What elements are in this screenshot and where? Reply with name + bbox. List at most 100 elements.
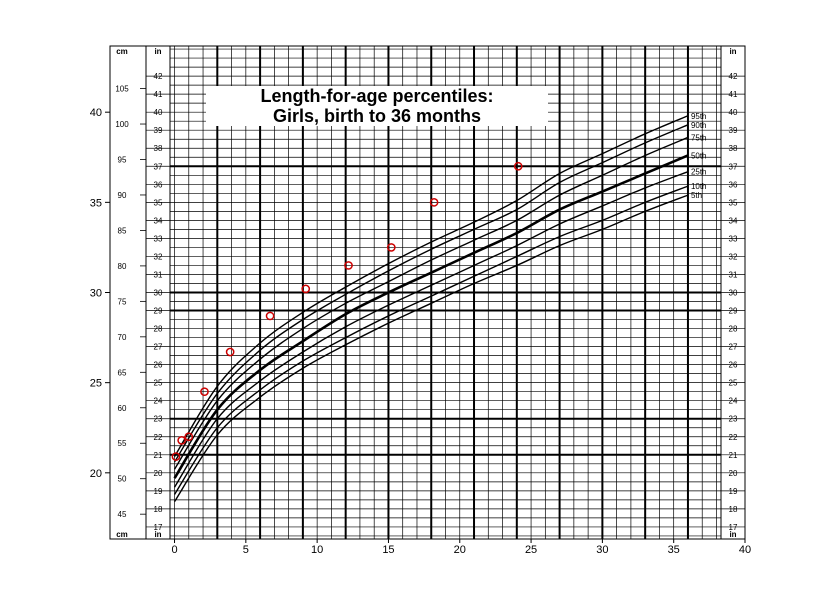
inch-tick-label-left: 19 — [154, 487, 163, 496]
measurement-point — [184, 432, 194, 442]
inch-tick-label-left: 37 — [154, 162, 163, 171]
measurement-point — [301, 284, 311, 294]
bold-gridlines — [146, 46, 745, 539]
inch-tick-label-left: 21 — [154, 451, 163, 460]
measurement-point — [200, 387, 209, 397]
inch-tick-label-left: 34 — [154, 216, 163, 225]
measurement-point — [177, 436, 187, 445]
percentile-curve-50th — [173, 154, 689, 479]
inch-tick-label-right: 34 — [729, 216, 738, 225]
inch-tick-label-right: 40 — [729, 108, 738, 117]
percentile-label-50th: 50th — [691, 151, 707, 160]
inch-tick-label-right: 31 — [729, 270, 738, 279]
inch-tick-label-right: 21 — [729, 451, 738, 460]
outer-left-tick-label: 30 — [90, 288, 102, 300]
cm-tick-label: 60 — [118, 404, 127, 413]
cm-tick-label: 80 — [118, 262, 127, 271]
inch-tick-label-right: 39 — [729, 126, 738, 135]
in-unit-label-top-left: in — [154, 47, 161, 56]
outer-left-tick-label: 25 — [90, 378, 102, 390]
outer-left-tick-label: 40 — [90, 107, 102, 119]
inch-tick-label-left: 36 — [154, 180, 163, 189]
cm-tick-label: 70 — [118, 333, 127, 342]
cm-tick-label: 90 — [118, 191, 127, 200]
inch-tick-label-right: 18 — [729, 505, 738, 514]
percentile-label-10th: 10th — [691, 182, 707, 191]
percentile-label-5th: 5th — [691, 191, 702, 200]
percentile-label-75th: 75th — [691, 133, 707, 142]
percentile-curve-10th — [173, 185, 689, 495]
percentile-label-90th: 90th — [691, 121, 707, 130]
measurement-point — [429, 197, 439, 207]
measurement-points — [171, 161, 523, 461]
measurement-point — [171, 452, 181, 461]
chart-title-box: Length-for-age percentiles: Girls, birth… — [206, 86, 548, 126]
measurement-point — [225, 347, 235, 357]
in-unit-label-bottom-right: in — [729, 530, 736, 539]
chart-subtitle: Girls, birth to 36 months — [272, 106, 482, 126]
outer-left-tick-label: 35 — [90, 197, 102, 209]
measurement-point — [386, 243, 396, 252]
cm-unit-label-bottom: cm — [116, 530, 128, 539]
inch-tick-label-left: 22 — [154, 433, 163, 442]
inch-tick-label-left: 30 — [154, 289, 163, 298]
cm-tick-label: 85 — [118, 226, 127, 235]
percentile-curve-25th — [173, 171, 689, 488]
x-tick-label: 15 — [382, 544, 394, 556]
inch-tick-label-left: 38 — [154, 144, 163, 153]
inch-tick-label-right: 38 — [729, 144, 738, 153]
inch-tick-label-left: 18 — [154, 505, 163, 514]
inch-tick-label-right: 26 — [729, 361, 738, 370]
in-unit-label-bottom-left: in — [154, 530, 161, 539]
x-tick-label: 0 — [171, 544, 177, 556]
measurement-point — [513, 161, 523, 171]
inch-tick-label-left: 42 — [154, 72, 163, 81]
x-tick-label: 20 — [454, 544, 466, 556]
inch-tick-label-right: 37 — [729, 162, 738, 171]
x-tick-label: 25 — [525, 544, 537, 556]
percentile-curve-95th — [173, 115, 689, 457]
inch-tick-label-left: 25 — [154, 379, 163, 388]
in-unit-label-top-right: in — [729, 47, 736, 56]
x-tick-label: 30 — [596, 544, 608, 556]
inch-tick-label-left: 27 — [154, 343, 163, 352]
inch-tick-label-right: 27 — [729, 343, 738, 352]
cm-tick-label: 95 — [118, 155, 127, 164]
cm-tick-label: 100 — [115, 120, 129, 129]
inch-tick-label-left: 41 — [154, 90, 163, 99]
inch-tick-label-left: 20 — [154, 469, 163, 478]
percentile-curve-90th — [173, 124, 689, 463]
inch-tick-label-left: 32 — [154, 252, 163, 261]
x-tick-label: 5 — [243, 544, 249, 556]
inch-tick-label-left: 17 — [154, 523, 163, 532]
inch-tick-label-right: 23 — [729, 415, 738, 424]
inch-tick-label-right: 33 — [729, 234, 738, 243]
inch-tick-label-right: 32 — [729, 252, 738, 261]
inch-tick-label-right: 20 — [729, 469, 738, 478]
cm-tick-label: 75 — [118, 297, 127, 306]
cm-tick-label: 55 — [118, 439, 127, 448]
inch-tick-label-right: 35 — [729, 198, 738, 207]
inch-tick-label-right: 29 — [729, 307, 738, 316]
inch-tick-label-left: 31 — [154, 270, 163, 279]
percentile-curve-5th — [173, 194, 689, 503]
measurement-point — [344, 261, 353, 270]
cm-tick-label: 45 — [118, 510, 127, 519]
inch-tick-label-left: 23 — [154, 415, 163, 424]
inch-tick-label-right: 22 — [729, 433, 738, 442]
inch-tick-label-right: 42 — [729, 72, 738, 81]
measurement-point — [265, 311, 275, 321]
cm-tick-label: 50 — [118, 475, 127, 484]
axis-scales — [105, 45, 746, 543]
inch-tick-label-right: 28 — [729, 325, 738, 334]
inch-tick-label-right: 36 — [729, 180, 738, 189]
cm-tick-label: 105 — [115, 85, 129, 94]
inch-tick-label-right: 17 — [729, 523, 738, 532]
percentile-curve-75th — [173, 136, 689, 470]
x-tick-label: 35 — [668, 544, 680, 556]
inch-tick-label-left: 29 — [154, 307, 163, 316]
inch-tick-label-right: 24 — [729, 397, 738, 406]
cm-tick-label: 65 — [118, 368, 127, 377]
